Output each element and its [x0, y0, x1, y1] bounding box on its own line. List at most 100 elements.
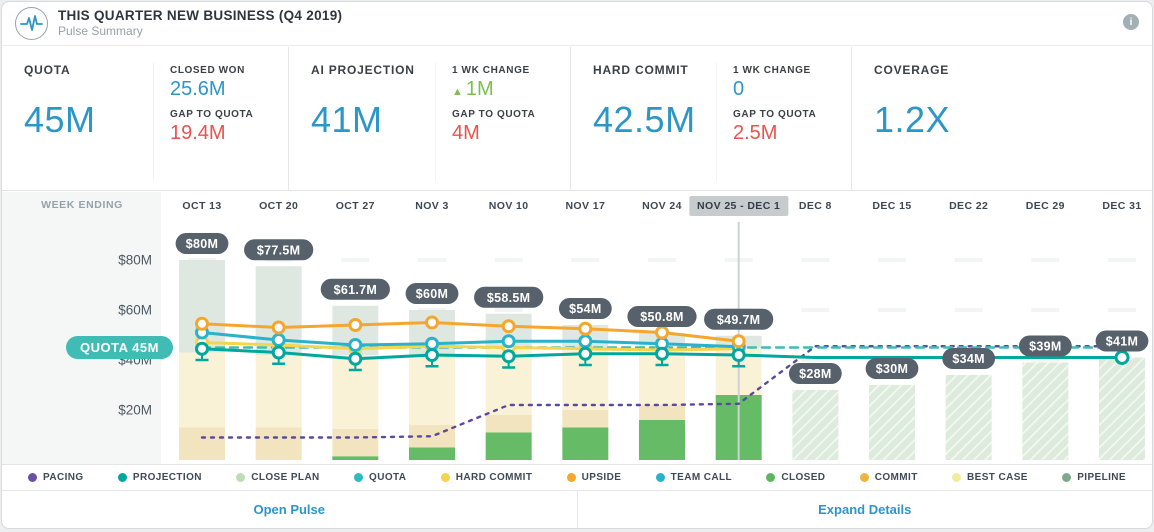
data-point-projection[interactable] — [578, 346, 593, 361]
bar-value-pill-text: $30M — [876, 362, 908, 376]
pipeline-bar[interactable] — [1099, 357, 1145, 461]
data-point-projection[interactable] — [425, 348, 439, 362]
week-cell[interactable]: NOV 17 — [565, 200, 606, 212]
gridline-tick — [801, 308, 830, 312]
data-point-upside[interactable] — [348, 318, 363, 332]
stacked-bar[interactable] — [562, 325, 609, 461]
data-point-projection[interactable] — [501, 349, 516, 364]
data-point-upside[interactable] — [425, 315, 439, 330]
pipeline-bar[interactable] — [945, 375, 992, 460]
bar-value-pill: $28M — [788, 363, 842, 384]
legend-dot — [859, 473, 869, 482]
legend-item-quota[interactable]: QUOTA — [354, 472, 406, 483]
week-cell[interactable]: DEC 8 — [798, 200, 832, 212]
data-point-team-call[interactable] — [501, 334, 516, 349]
data-point-upside[interactable] — [501, 319, 516, 334]
legend-item-team-call[interactable]: TEAM CALL — [655, 472, 732, 483]
week-cell[interactable]: OCT 20 — [259, 200, 299, 212]
info-icon[interactable]: i — [1123, 14, 1139, 30]
bar-value-pill-bg — [627, 306, 697, 327]
bar-value-pill: $61.7M — [320, 278, 390, 300]
bar-segment-best-case[interactable] — [179, 352, 225, 428]
week-cell-current[interactable]: NOV 25 - DEC 1 — [689, 196, 789, 216]
legend-item-projection[interactable]: PROJECTION — [117, 472, 202, 483]
week-cell[interactable]: OCT 13 — [182, 200, 222, 212]
bar-segment-commit[interactable] — [255, 427, 302, 461]
kpi-sub-quota: CLOSED WON 25.6M GAP TO QUOTA 19.4M — [153, 63, 272, 180]
bar-segment-commit[interactable] — [332, 428, 379, 457]
data-point-projection[interactable] — [731, 348, 746, 362]
legend-item-close-plan[interactable]: CLOSE PLAN — [236, 472, 319, 483]
pipeline-bar[interactable] — [1022, 362, 1069, 461]
legend-item-commit[interactable]: COMMIT — [859, 472, 918, 483]
kpi-main-hard-commit: HARD COMMIT 42.5M — [593, 63, 696, 180]
bar-value-pill: $41M — [1095, 330, 1149, 352]
data-point-upside[interactable] — [578, 321, 593, 336]
data-point-projection[interactable] — [655, 346, 669, 361]
bar-segment-closed[interactable] — [409, 447, 455, 461]
data-point-team-call[interactable] — [578, 334, 593, 349]
legend-item-pipeline[interactable]: PIPELINE — [1062, 472, 1126, 483]
y-axis-gutter — [2, 192, 161, 464]
footer: Open Pulse Expand Details — [2, 490, 1152, 528]
y-axis-tick-label: $20M — [118, 403, 152, 418]
week-cell[interactable]: DEC 15 — [872, 200, 912, 212]
data-point-upside[interactable] — [271, 320, 286, 335]
footer-divider — [576, 491, 578, 528]
bar-value-pill-bg — [1095, 330, 1149, 352]
y-axis-tick-label: $80M — [118, 253, 152, 268]
data-point-team-call[interactable] — [348, 338, 363, 352]
bar-segment-closed[interactable] — [639, 420, 685, 460]
bar-segment-best-case[interactable] — [255, 355, 302, 428]
bar-segment-commit[interactable] — [485, 415, 532, 433]
data-point-projection[interactable] — [348, 351, 363, 366]
data-point-projection[interactable] — [271, 345, 286, 360]
week-cell[interactable]: NOV 24 — [642, 200, 682, 212]
page-title: THIS QUARTER NEW BUSINESS (Q4 2019) — [58, 7, 343, 23]
open-pulse-button[interactable]: Open Pulse — [253, 502, 326, 517]
week-cell[interactable]: DEC 22 — [949, 200, 989, 212]
legend-item-closed[interactable]: CLOSED — [766, 472, 825, 483]
legend-label: QUOTA — [369, 472, 407, 483]
week-cell[interactable]: DEC 29 — [1025, 200, 1065, 212]
gridline-tick — [494, 308, 523, 312]
stacked-bar[interactable] — [409, 310, 455, 460]
kpi-panel-hard-commit: HARD COMMIT 42.5M 1 WK CHANGE 0 GAP TO QUOTA… — [571, 47, 852, 190]
week-cell[interactable]: NOV 10 — [488, 200, 529, 212]
bar-segment-commit[interactable] — [639, 405, 685, 420]
legend-item-best-case[interactable]: BEST CASE — [952, 472, 1028, 483]
legend-item-upside[interactable]: UPSIDE — [566, 472, 622, 483]
expand-details-button[interactable]: Expand Details — [818, 502, 912, 517]
legend-dot — [354, 473, 364, 482]
pipeline-bar[interactable] — [792, 390, 839, 460]
week-cell[interactable]: OCT 27 — [335, 200, 375, 212]
data-point-projection[interactable] — [195, 341, 209, 356]
pulse-icon — [15, 7, 48, 40]
legend-item-pacing[interactable]: PACING — [28, 472, 84, 483]
legend: PACING PROJECTION CLOSE PLAN QUOTA HARD COMM… — [2, 464, 1152, 490]
kpi-value: 1.2X — [874, 99, 951, 140]
week-cell[interactable]: NOV 3 — [415, 200, 449, 212]
data-point-upside[interactable] — [731, 334, 746, 349]
data-point-projection-end[interactable] — [1114, 350, 1130, 365]
kpi-sub-label: GAP TO QUOTA — [452, 109, 536, 120]
data-point-team-call[interactable] — [271, 333, 286, 347]
kpi-sub-label: 1 WK CHANGE — [452, 65, 530, 76]
data-point-team-call[interactable] — [425, 336, 439, 351]
legend-item-hard-commit[interactable]: HARD COMMIT — [440, 472, 533, 483]
data-point-upside[interactable] — [195, 316, 209, 331]
bar-segment-commit[interactable] — [562, 410, 609, 428]
bar-value-pill-text: $61.7M — [334, 283, 378, 297]
bar-value-pill: $50.8M — [627, 306, 697, 327]
bar-segment-commit[interactable] — [409, 425, 455, 448]
week-cell[interactable]: DEC 31 — [1102, 200, 1142, 212]
bar-segment-commit[interactable] — [179, 427, 225, 461]
data-point-upside[interactable] — [655, 325, 669, 340]
gridline-tick — [1031, 258, 1060, 262]
bar-segment-closed[interactable] — [332, 456, 379, 460]
bar-segment-closed[interactable] — [485, 432, 532, 461]
bar-segment-closed[interactable] — [562, 427, 609, 461]
pipeline-bar[interactable] — [869, 385, 915, 460]
y-axis-tick-label: $60M — [118, 303, 152, 318]
